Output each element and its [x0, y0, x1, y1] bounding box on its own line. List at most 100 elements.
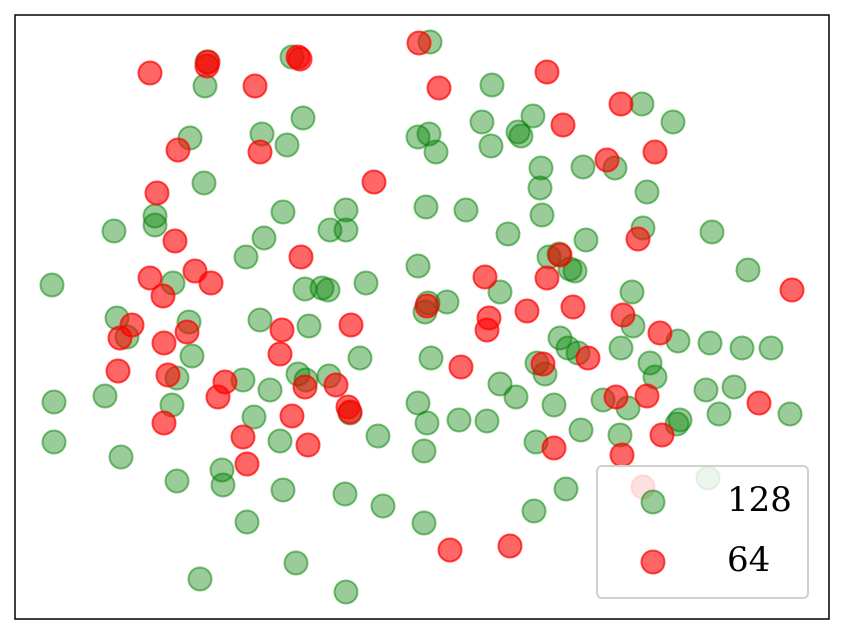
point	[279, 403, 305, 429]
point	[547, 242, 573, 268]
point	[269, 317, 295, 343]
point	[105, 358, 131, 384]
point	[315, 277, 341, 303]
point	[469, 109, 495, 135]
point	[283, 550, 309, 576]
point	[39, 272, 65, 298]
legend-label: 64	[727, 540, 770, 580]
point	[247, 307, 273, 333]
point	[234, 509, 260, 535]
point	[634, 179, 660, 205]
point	[553, 476, 579, 502]
point	[323, 372, 349, 398]
point	[267, 428, 293, 454]
point	[365, 423, 391, 449]
point	[174, 319, 200, 345]
point	[446, 407, 472, 433]
point	[257, 377, 283, 403]
point	[608, 335, 634, 361]
point	[108, 444, 134, 470]
point	[721, 374, 747, 400]
point	[541, 435, 567, 461]
point	[527, 175, 553, 201]
point	[274, 132, 300, 158]
point	[270, 477, 296, 503]
point	[474, 317, 500, 343]
point	[474, 408, 500, 434]
point	[290, 105, 316, 131]
point	[337, 399, 363, 425]
point	[234, 451, 260, 477]
point	[353, 270, 379, 296]
point	[107, 325, 133, 351]
point	[405, 253, 431, 279]
point	[505, 119, 531, 145]
point	[333, 217, 359, 243]
point	[530, 351, 556, 377]
point	[155, 362, 181, 388]
point	[151, 330, 177, 356]
point	[418, 345, 444, 371]
point	[479, 72, 505, 98]
point	[187, 566, 213, 592]
point	[437, 537, 463, 563]
point	[610, 302, 636, 328]
point	[296, 313, 322, 339]
point	[603, 384, 629, 410]
point	[414, 293, 440, 319]
point	[647, 320, 673, 346]
point	[137, 265, 163, 291]
point	[142, 212, 168, 238]
point	[729, 335, 755, 361]
point	[573, 227, 599, 253]
point	[649, 422, 675, 448]
points	[39, 29, 805, 605]
point	[503, 384, 529, 410]
point	[426, 75, 452, 101]
point	[634, 383, 660, 409]
point	[292, 374, 318, 400]
point	[270, 199, 296, 225]
point	[406, 30, 432, 56]
point	[448, 354, 474, 380]
point	[609, 442, 635, 468]
point	[411, 438, 437, 464]
point	[285, 44, 311, 70]
point	[637, 350, 663, 376]
point	[164, 468, 190, 494]
point	[453, 197, 479, 223]
point	[251, 225, 277, 251]
point	[629, 91, 655, 117]
point	[242, 73, 268, 99]
point	[697, 330, 723, 356]
point	[706, 401, 732, 427]
point	[150, 283, 176, 309]
point	[230, 424, 256, 450]
point	[162, 228, 188, 254]
point	[779, 277, 805, 303]
point	[495, 221, 521, 247]
point	[608, 91, 634, 117]
point	[411, 510, 437, 536]
point	[594, 147, 620, 173]
point	[295, 432, 321, 458]
legend-label: 128	[727, 480, 792, 520]
point	[514, 298, 540, 324]
point	[758, 335, 784, 361]
point	[137, 60, 163, 86]
point	[414, 410, 440, 436]
point	[413, 194, 439, 220]
point	[195, 49, 221, 75]
point	[198, 270, 224, 296]
point	[521, 498, 547, 524]
point	[361, 169, 387, 195]
point	[575, 345, 601, 371]
point	[347, 345, 373, 371]
point	[288, 244, 314, 270]
point	[619, 279, 645, 305]
point	[370, 493, 396, 519]
point	[541, 392, 567, 418]
point	[550, 112, 576, 138]
point	[746, 390, 772, 416]
point	[508, 123, 534, 149]
